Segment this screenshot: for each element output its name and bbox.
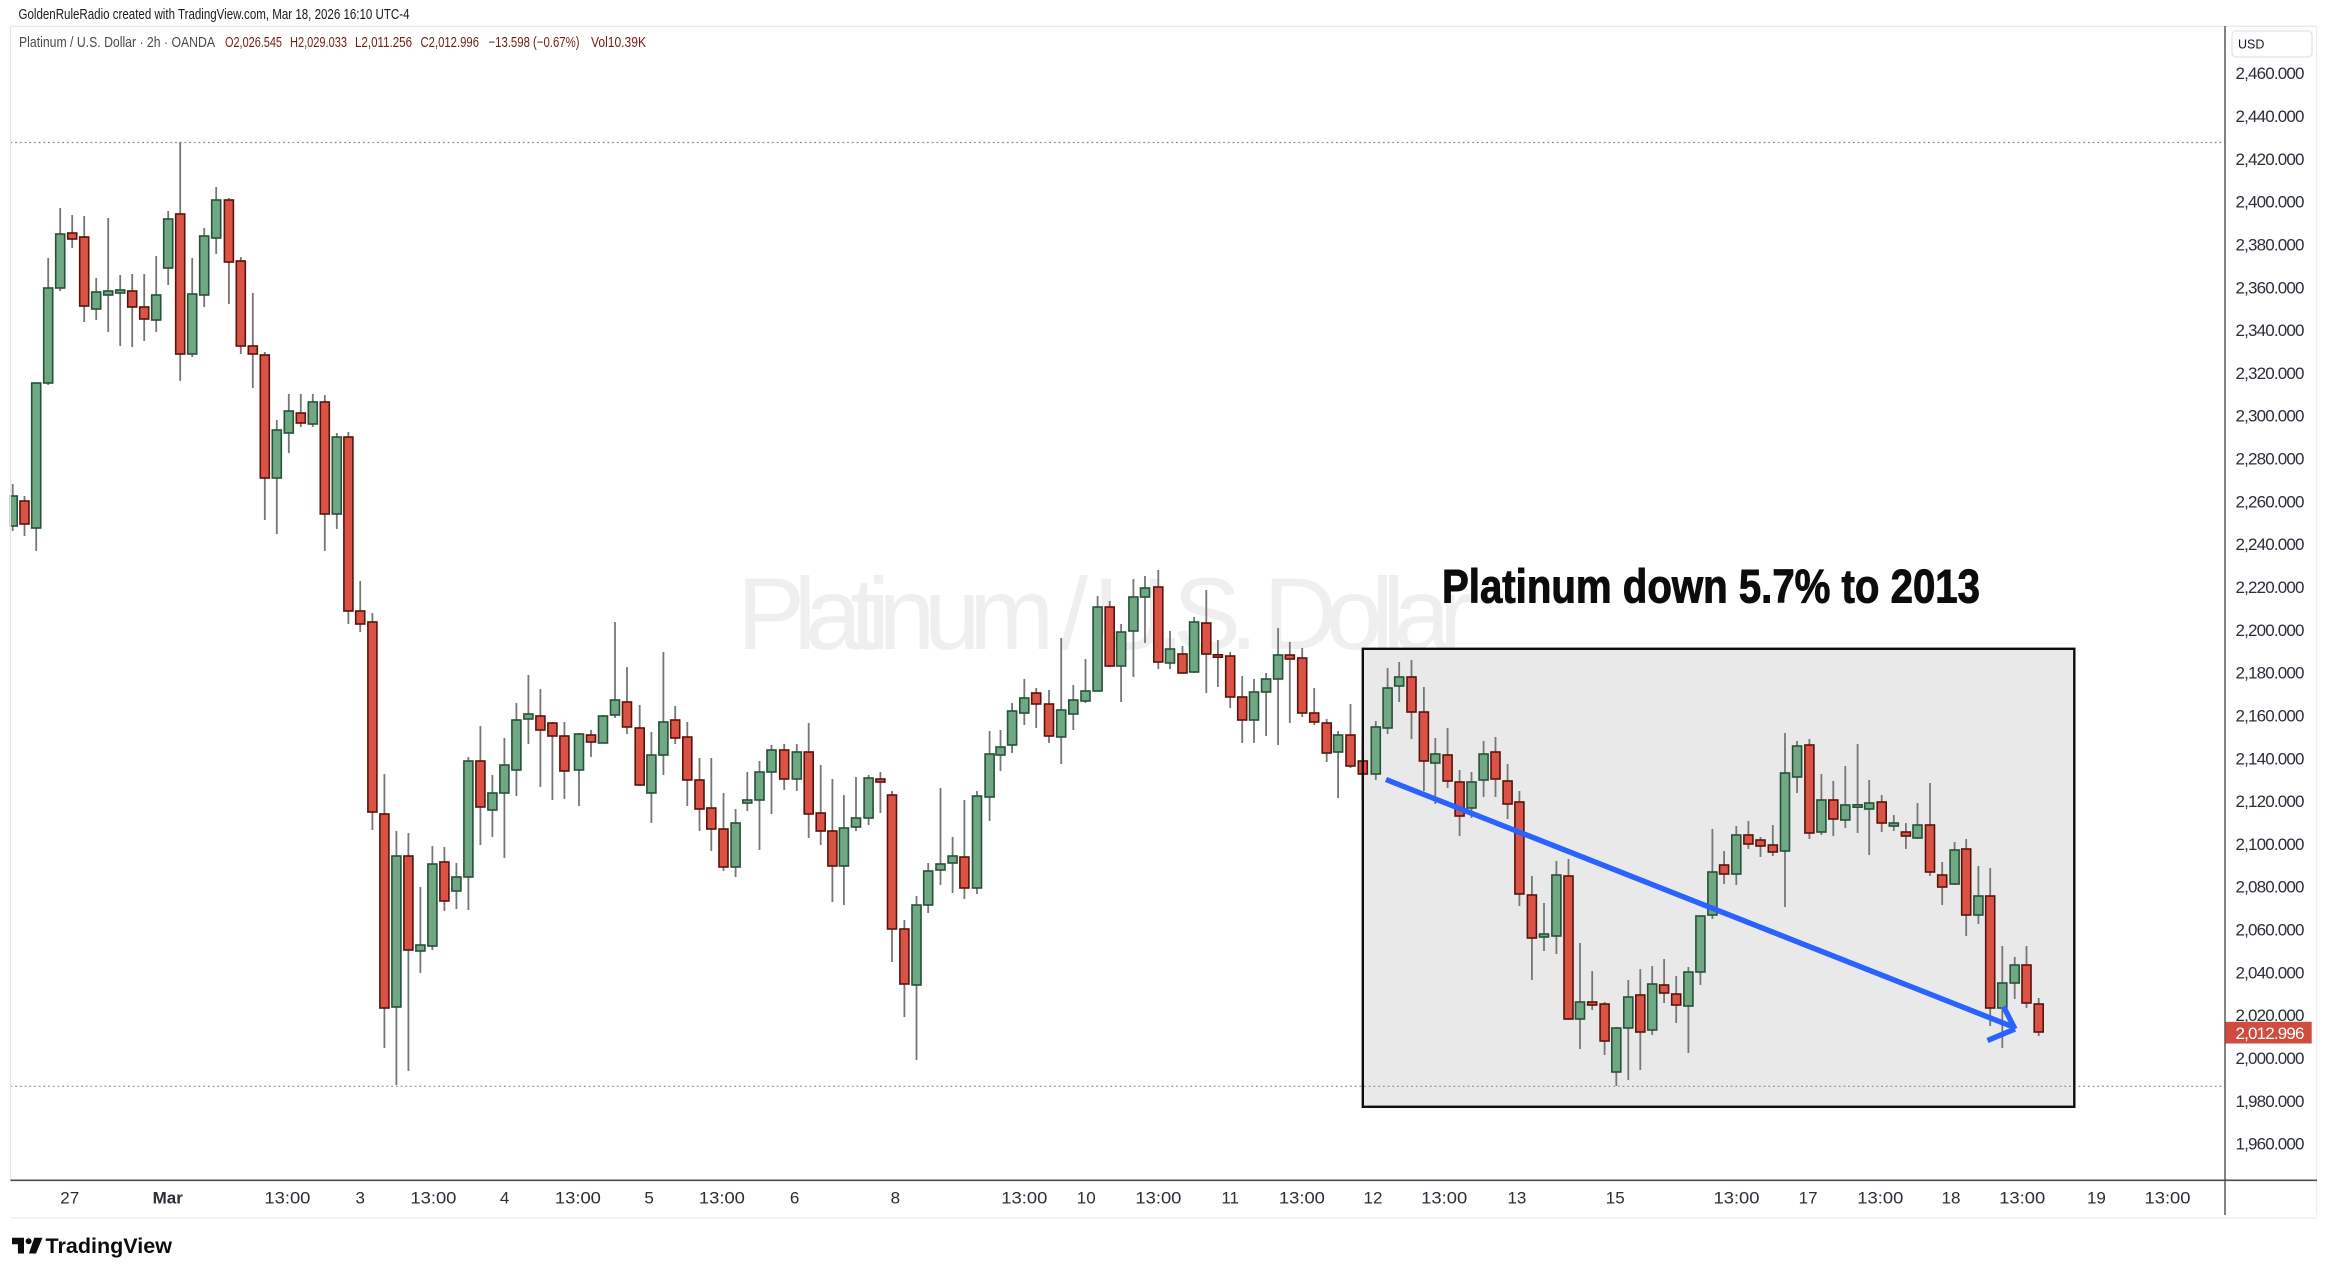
svg-text:13:00: 13:00 <box>699 1189 745 1208</box>
svg-text:2,012.996: 2,012.996 <box>2236 1024 2305 1043</box>
svg-text:Platinum down 5.7% to 2013: Platinum down 5.7% to 2013 <box>1442 560 1980 613</box>
svg-text:2,080.000: 2,080.000 <box>2236 878 2305 897</box>
svg-text:Mar: Mar <box>153 1189 184 1208</box>
svg-text:2,320.000: 2,320.000 <box>2236 364 2305 383</box>
svg-text:TradingView: TradingView <box>46 1234 173 1258</box>
svg-text:2,140.000: 2,140.000 <box>2236 749 2305 768</box>
svg-text:19: 19 <box>2087 1189 2106 1208</box>
svg-text:13:00: 13:00 <box>1999 1189 2045 1208</box>
svg-text:2,060.000: 2,060.000 <box>2236 921 2305 940</box>
svg-text:15: 15 <box>1606 1189 1625 1208</box>
svg-text:13: 13 <box>1507 1189 1526 1208</box>
svg-text:2,340.000: 2,340.000 <box>2236 321 2305 340</box>
svg-text:13:00: 13:00 <box>555 1189 601 1208</box>
svg-text:L2,011.256: L2,011.256 <box>355 35 412 51</box>
svg-text:2,280.000: 2,280.000 <box>2236 450 2305 469</box>
svg-text:2,380.000: 2,380.000 <box>2236 236 2305 255</box>
svg-text:2,400.000: 2,400.000 <box>2236 193 2305 212</box>
svg-text:3: 3 <box>355 1189 364 1208</box>
svg-text:13:00: 13:00 <box>1279 1189 1325 1208</box>
svg-text:H2,029.033: H2,029.033 <box>290 35 347 51</box>
svg-text:2,220.000: 2,220.000 <box>2236 578 2305 597</box>
svg-text:13:00: 13:00 <box>410 1189 456 1208</box>
svg-text:2,160.000: 2,160.000 <box>2236 706 2305 725</box>
svg-text:18: 18 <box>1942 1189 1961 1208</box>
svg-text:2,440.000: 2,440.000 <box>2236 107 2305 126</box>
svg-text:6: 6 <box>790 1189 799 1208</box>
svg-text:2,460.000: 2,460.000 <box>2236 64 2305 83</box>
svg-text:USD: USD <box>2238 38 2264 52</box>
svg-text:27: 27 <box>60 1189 79 1208</box>
svg-text:5: 5 <box>644 1189 653 1208</box>
svg-text:12: 12 <box>1364 1189 1383 1208</box>
svg-text:C2,012.996: C2,012.996 <box>421 35 480 51</box>
svg-text:13:00: 13:00 <box>1135 1189 1181 1208</box>
svg-text:17: 17 <box>1799 1189 1818 1208</box>
svg-text:10: 10 <box>1077 1189 1096 1208</box>
svg-text:2,200.000: 2,200.000 <box>2236 621 2305 640</box>
svg-text:13:00: 13:00 <box>1857 1189 1903 1208</box>
svg-text:Vol10.39K: Vol10.39K <box>591 35 646 51</box>
svg-text:2,260.000: 2,260.000 <box>2236 492 2305 511</box>
svg-text:O2,026.545: O2,026.545 <box>225 35 282 51</box>
svg-text:Platinum / U.S. Dollar · 2h ·: Platinum / U.S. Dollar · 2h · OANDA <box>19 35 215 51</box>
svg-text:2,180.000: 2,180.000 <box>2236 664 2305 683</box>
svg-text:GoldenRuleRadio created with T: GoldenRuleRadio created with TradingView… <box>19 7 410 23</box>
svg-text:2,300.000: 2,300.000 <box>2236 407 2305 426</box>
svg-text:13:00: 13:00 <box>264 1189 310 1208</box>
svg-text:2,120.000: 2,120.000 <box>2236 792 2305 811</box>
svg-text:11: 11 <box>1221 1189 1239 1208</box>
svg-text:2,020.000: 2,020.000 <box>2236 1006 2305 1025</box>
svg-text:13:00: 13:00 <box>2145 1189 2191 1208</box>
svg-text:13:00: 13:00 <box>1001 1189 1047 1208</box>
svg-text:−13.598 (−0.67%): −13.598 (−0.67%) <box>489 35 580 51</box>
svg-text:1,980.000: 1,980.000 <box>2236 1092 2305 1111</box>
svg-text:4: 4 <box>500 1189 509 1208</box>
svg-text:13:00: 13:00 <box>1421 1189 1467 1208</box>
svg-text:1,960.000: 1,960.000 <box>2236 1135 2305 1154</box>
svg-text:13:00: 13:00 <box>1714 1189 1760 1208</box>
svg-text:2,100.000: 2,100.000 <box>2236 835 2305 854</box>
svg-text:8: 8 <box>891 1189 900 1208</box>
svg-text:2,240.000: 2,240.000 <box>2236 535 2305 554</box>
svg-text:2,420.000: 2,420.000 <box>2236 150 2305 169</box>
svg-text:2,360.000: 2,360.000 <box>2236 278 2305 297</box>
svg-text:2,040.000: 2,040.000 <box>2236 963 2305 982</box>
svg-text:2,000.000: 2,000.000 <box>2236 1049 2305 1068</box>
